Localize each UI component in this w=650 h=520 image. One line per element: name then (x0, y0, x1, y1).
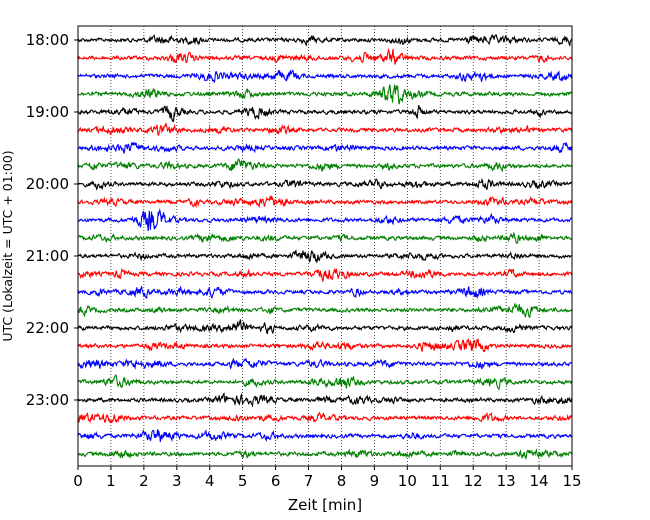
trace-2015 (77, 195, 573, 209)
trace-2145 (77, 302, 573, 319)
trace-2130 (77, 285, 573, 300)
trace-1900 (77, 105, 573, 123)
x-tick-label-15: 15 (562, 472, 581, 490)
x-tick-label-5: 5 (238, 472, 248, 490)
trace-2100 (77, 249, 573, 264)
trace-2030 (77, 208, 573, 232)
y-tick-label-22:00: 22:00 (26, 319, 69, 337)
trace-2315 (77, 411, 573, 424)
y-axis-ticks: 18:00 19:00 20:00 21:00 22:00 23:00 (26, 31, 78, 409)
y-tick-label-20:00: 20:00 (26, 175, 69, 193)
grid-lines (110, 26, 540, 466)
y-axis-label: UTC (Lokalzeit = UTC + 01:00) (0, 150, 15, 341)
trace-1815 (77, 47, 573, 65)
trace-1830 (77, 69, 573, 84)
plot-frame (77, 25, 573, 467)
trace-2200 (77, 319, 573, 335)
y-tick-label-18:00: 18:00 (26, 31, 69, 49)
x-tick-label-12: 12 (464, 472, 483, 490)
x-tick-label-8: 8 (337, 472, 347, 490)
x-tick-label-1: 1 (106, 472, 116, 490)
x-tick-label-10: 10 (398, 472, 417, 490)
trace-1945 (77, 158, 573, 173)
trace-1930 (77, 141, 573, 154)
trace-2115 (77, 267, 573, 283)
seismogram-traces (77, 34, 573, 461)
x-tick-label-0: 0 (73, 472, 83, 490)
x-tick-label-7: 7 (304, 472, 314, 490)
x-tick-label-6: 6 (271, 472, 281, 490)
x-tick-label-2: 2 (139, 472, 149, 490)
x-axis-ticks: 0 1 2 3 4 5 6 7 8 9 10 11 12 13 14 15 (73, 466, 582, 490)
x-tick-label-14: 14 (530, 472, 549, 490)
trace-1845 (77, 84, 573, 105)
x-axis-label: Zeit [min] (288, 496, 362, 514)
y-tick-label-21:00: 21:00 (26, 247, 69, 265)
y-tick-label-23:00: 23:00 (26, 391, 69, 409)
trace-2000 (77, 177, 573, 191)
trace-1915 (77, 122, 573, 136)
trace-2045 (77, 231, 573, 244)
x-tick-label-3: 3 (172, 472, 182, 490)
trace-2330 (77, 429, 573, 443)
x-tick-label-9: 9 (370, 472, 380, 490)
y-tick-label-19:00: 19:00 (26, 103, 69, 121)
trace-2345 (77, 447, 573, 461)
x-tick-label-4: 4 (205, 472, 215, 490)
trace-2300 (77, 392, 573, 408)
trace-2245 (77, 373, 573, 391)
trace-2230 (77, 357, 573, 370)
x-tick-label-11: 11 (431, 472, 450, 490)
trace-1800 (77, 34, 573, 47)
trace-2215 (77, 337, 573, 353)
x-tick-label-13: 13 (497, 472, 516, 490)
